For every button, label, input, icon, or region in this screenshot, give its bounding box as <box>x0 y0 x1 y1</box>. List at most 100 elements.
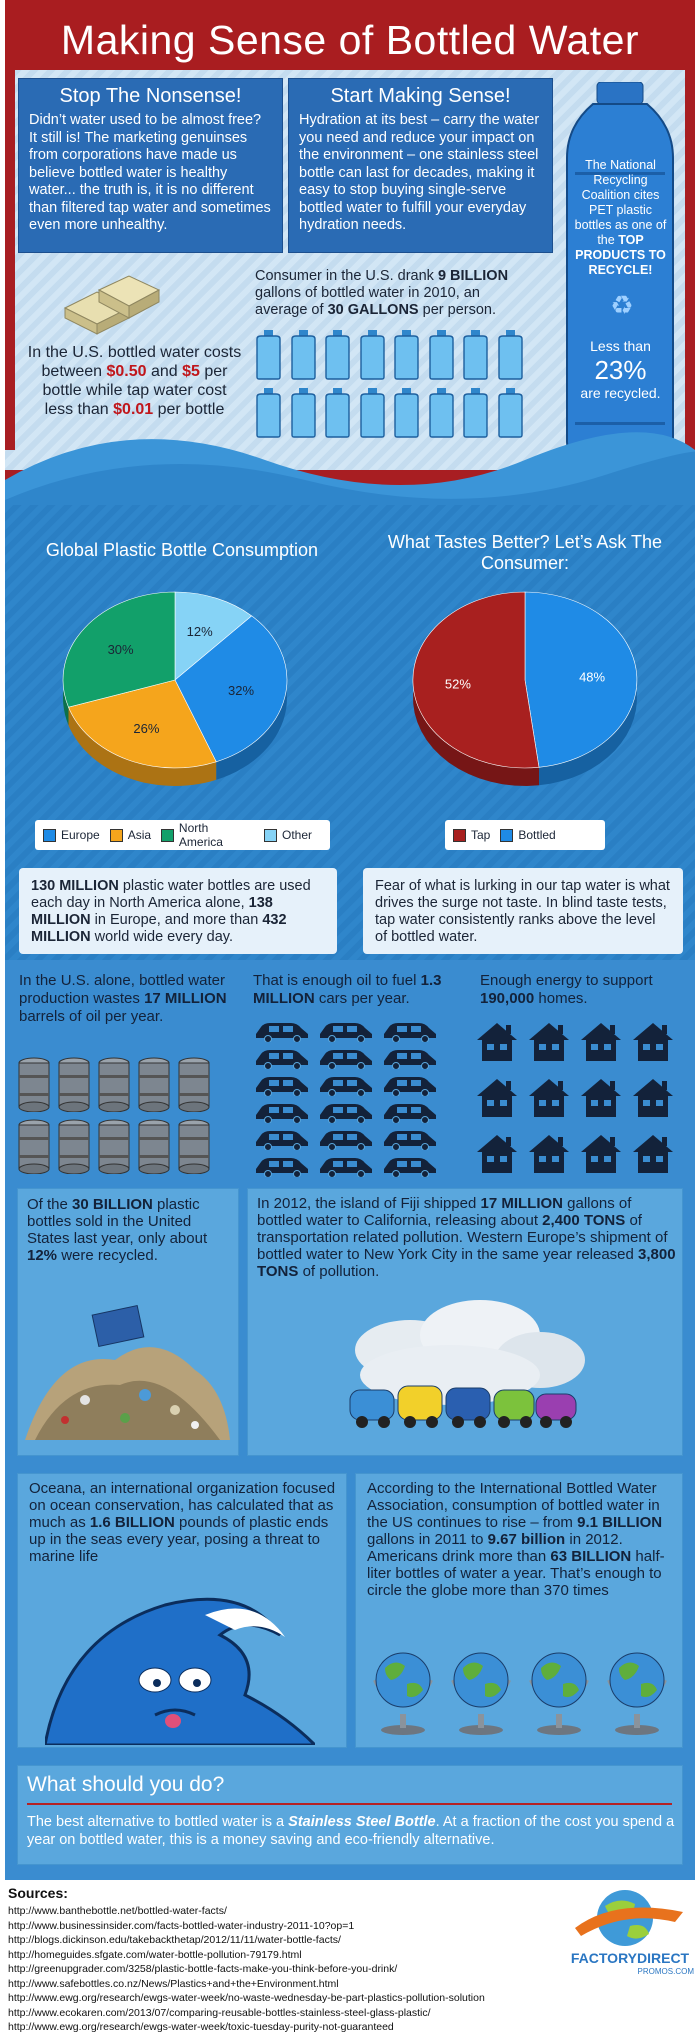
pie0-label-asia: 26% <box>133 721 159 736</box>
pie0-label-europe: 32% <box>228 683 254 698</box>
cost-text: In the U.S. bottled water costs between … <box>27 343 242 419</box>
bottle-recycled: are recycled. <box>580 385 661 401</box>
start-sense-panel: Start Making Sense! Hydration at its bes… <box>288 78 553 253</box>
landfill-illustration <box>25 1304 230 1440</box>
infographic: Making Sense of Bottled Water Stop The N… <box>5 0 695 1880</box>
todo-text-2: . At a fraction of the cost you spend a … <box>27 1814 675 1848</box>
todo-text-1: The best alternative to bottled water is… <box>27 1814 289 1830</box>
house-icon <box>477 1135 517 1173</box>
bottles-used-box: 130 MILLION plastic water bottles are us… <box>19 868 337 954</box>
car-icon <box>384 1077 436 1096</box>
start-sense-body: Hydration at its best – carry the water … <box>299 112 540 233</box>
pie1-slice-tap <box>412 591 540 769</box>
water-jug-icon <box>290 388 316 438</box>
fiji-gallons: 17 MILLION <box>480 1195 563 1212</box>
legend-swatch <box>43 828 56 842</box>
stop-nonsense-body: Didn’t water used to be almost free? It … <box>29 112 271 233</box>
car-icon <box>320 1104 372 1123</box>
source-link[interactable]: http://www.safebottles.co.nz/News/Plasti… <box>8 1977 339 1990</box>
globe-row <box>367 1640 677 1740</box>
house-icon <box>581 1023 621 1061</box>
oil-barrel-grid <box>17 1057 237 1177</box>
source-link[interactable]: http://www.ewg.org/research/ewgs-water-w… <box>8 2021 394 2033</box>
car-icon <box>320 1131 372 1150</box>
oil-barrel-icon <box>138 1057 170 1112</box>
pie1-label-bottled: 48% <box>579 670 605 685</box>
source-link[interactable]: http://greenupgrader.com/3258/plastic-bo… <box>8 1963 398 1975</box>
legend-label: Other <box>281 828 312 842</box>
house-icon <box>529 1079 569 1117</box>
oil-barrel-icon <box>18 1119 50 1174</box>
pie0-slice-north-america <box>62 591 176 708</box>
oil-barrel-icon <box>58 1119 90 1174</box>
cost-text-4: per bottle <box>153 401 225 418</box>
todo-rule <box>27 1803 672 1805</box>
todo-highlight: Stainless Steel Bottle <box>288 1814 436 1830</box>
car-icon <box>320 1023 372 1042</box>
pie0-slice-side-1 <box>68 707 217 786</box>
legend-label: North America <box>178 821 223 849</box>
car-icon <box>256 1023 308 1042</box>
recycle-icon: ♻ <box>610 290 634 320</box>
consumer-text-1: Consumer in the U.S. drank <box>255 268 438 284</box>
legend-swatch <box>453 828 466 842</box>
todo-text: The best alternative to bottled water is… <box>27 1813 677 1849</box>
todo-title: What should you do? <box>27 1773 225 1796</box>
ibwa-bottles: 63 BILLION <box>550 1548 632 1565</box>
pie0-slice-other <box>174 591 253 681</box>
sources-title: Sources: <box>8 1885 68 1901</box>
source-link[interactable]: http://blogs.dickinson.edu/takebacktheta… <box>8 1934 341 1946</box>
house-icon <box>581 1135 621 1173</box>
oil-text: In the U.S. alone, bottled water product… <box>19 972 234 1026</box>
water-jug-icon <box>394 330 419 380</box>
bottle-percent: 23% <box>594 355 647 385</box>
smog-cars-illustration <box>349 1300 585 1428</box>
pie1-legend: Europe Asia North America Other <box>35 820 330 850</box>
source-link[interactable]: http://www.ecokaren.com/2013/07/comparin… <box>8 2006 431 2019</box>
water-jug-icon <box>290 330 316 380</box>
ibwa-text-2: gallons in 2011 to <box>367 1531 488 1548</box>
car-icon <box>256 1050 308 1069</box>
house-icon <box>529 1135 569 1173</box>
pie-chart-consumption: 12% 32% 26% 30% <box>62 591 288 786</box>
fiji-text-4: of pollution. <box>298 1263 380 1280</box>
house-grid <box>475 1020 685 1185</box>
consumer-text-3: per person. <box>418 302 496 318</box>
wave-character-illustration <box>45 1597 315 1745</box>
house-icon <box>581 1079 621 1117</box>
oil-barrel-icon <box>98 1119 130 1174</box>
logo-sub: PROMOS.COM <box>637 1967 694 1976</box>
cars-text-2: cars per year. <box>314 990 410 1007</box>
plastic-sold-percent: 12% <box>27 1247 58 1264</box>
source-link[interactable]: http://www.businessinsider.com/facts-bot… <box>8 1919 355 1932</box>
legend1-item-north-america: North America <box>161 821 254 849</box>
source-link[interactable]: http://homeguides.sfgate.com/water-bottl… <box>8 1948 302 1961</box>
fiji-text-3: of transportation related pollution. Wes… <box>257 1212 668 1263</box>
legend-label: Europe <box>61 828 100 842</box>
car-icon <box>320 1077 372 1096</box>
bottle-text-bold: TOP PRODUCTS TO RECYCLE! <box>575 233 666 277</box>
water-jug-icon <box>497 330 523 380</box>
bottles-eu: 138 MILLION <box>31 895 273 928</box>
car-icon <box>384 1104 436 1123</box>
pie1-title: Global Plastic Bottle Consumption <box>45 540 319 560</box>
ibwa-2012: 9.67 billion <box>487 1531 566 1548</box>
water-jug-icon <box>256 388 281 438</box>
factory-direct-logo <box>575 1890 683 1946</box>
cost-text-1: In the U.S. bottled water costs between <box>27 344 242 380</box>
oil-barrel-icon <box>178 1057 210 1112</box>
house-icon <box>477 1079 517 1117</box>
plastic-sold-text-1: Of the <box>27 1196 73 1213</box>
cars-text-1: That is enough oil to fuel <box>253 972 421 989</box>
red-edge-left <box>5 70 15 450</box>
bottle-text: The National Recycling Coalition cites P… <box>573 158 668 278</box>
house-icon <box>477 1023 517 1061</box>
oil-barrel-icon <box>138 1119 170 1174</box>
water-jug-icon <box>359 330 385 380</box>
bottles-used-text-3: world wide every day. <box>90 929 233 945</box>
water-jug-icon <box>359 388 385 438</box>
legend-label: Asia <box>127 828 152 842</box>
source-link[interactable]: http://www.ewg.org/research/ewgs-water-w… <box>8 1992 485 2004</box>
cost-text-2: and <box>146 363 183 380</box>
source-link[interactable]: http://www.banthebottle.net/bottled-wate… <box>8 1905 227 1917</box>
